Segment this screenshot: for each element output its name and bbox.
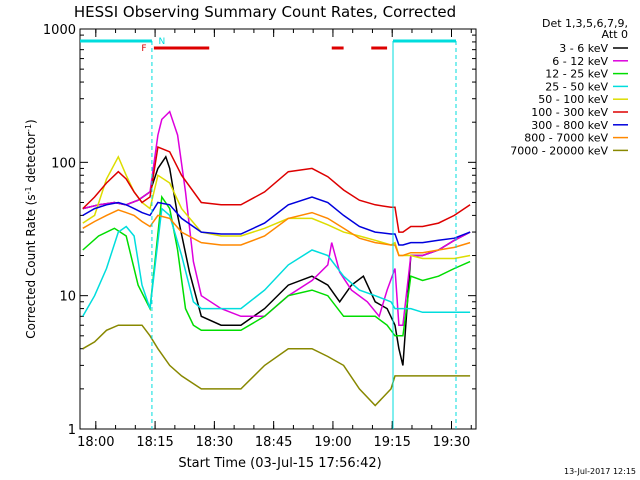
y-tick-label: 1000 bbox=[43, 23, 76, 38]
series-line bbox=[82, 110, 471, 326]
legend-header-line-2: Att 0 bbox=[602, 28, 628, 41]
series-line bbox=[82, 194, 471, 337]
legend-entry-label: 800 - 7000 keV bbox=[524, 132, 608, 145]
y-axis-label: Corrected Count Rate (s-1 detector-1) bbox=[24, 119, 38, 338]
plot-frame bbox=[79, 28, 477, 430]
x-tick-label: 19:15 bbox=[373, 435, 410, 450]
legend-entry-label: 6 - 12 keV bbox=[552, 55, 608, 68]
legend-entry-label: 50 - 100 keV bbox=[538, 93, 608, 106]
chart-title: HESSI Observing Summary Count Rates, Cor… bbox=[74, 3, 456, 21]
legend-entry-label: 300 - 800 keV bbox=[531, 119, 608, 132]
y-tick-label: 10 bbox=[59, 290, 76, 305]
legend-entry-label: 100 - 300 keV bbox=[531, 106, 608, 119]
night-flag-letter: N bbox=[158, 37, 165, 47]
series-line bbox=[82, 146, 471, 233]
footer-date: 13-Jul-2017 12:15 bbox=[564, 467, 636, 476]
x-tick-label: 18:15 bbox=[136, 435, 173, 450]
y-tick-label: 100 bbox=[51, 156, 76, 171]
legend-entry-label: 3 - 6 keV bbox=[559, 42, 608, 55]
x-tick-label: 18:45 bbox=[255, 435, 292, 450]
series-line bbox=[82, 324, 471, 407]
legend-entry-label: 12 - 25 keV bbox=[545, 68, 608, 81]
x-tick-label: 18:00 bbox=[77, 435, 114, 450]
series-line bbox=[82, 209, 471, 257]
y-tick-label: 1 bbox=[68, 423, 76, 438]
x-axis-label: Start Time (03-Jul-15 17:56:42) bbox=[178, 456, 381, 471]
series-line bbox=[82, 196, 471, 246]
legend-header-line-1: Det 1,3,5,6,7,9, bbox=[542, 17, 628, 30]
series-line bbox=[82, 207, 471, 317]
legend-entry-label: 25 - 50 keV bbox=[545, 80, 608, 93]
legend-entry-label: 7000 - 20000 keV bbox=[510, 144, 608, 157]
series-line bbox=[82, 155, 471, 366]
x-tick-label: 18:30 bbox=[196, 435, 233, 450]
flare-flag-letter: F bbox=[141, 44, 146, 54]
x-tick-label: 19:30 bbox=[433, 435, 470, 450]
x-tick-label: 19:00 bbox=[314, 435, 351, 450]
